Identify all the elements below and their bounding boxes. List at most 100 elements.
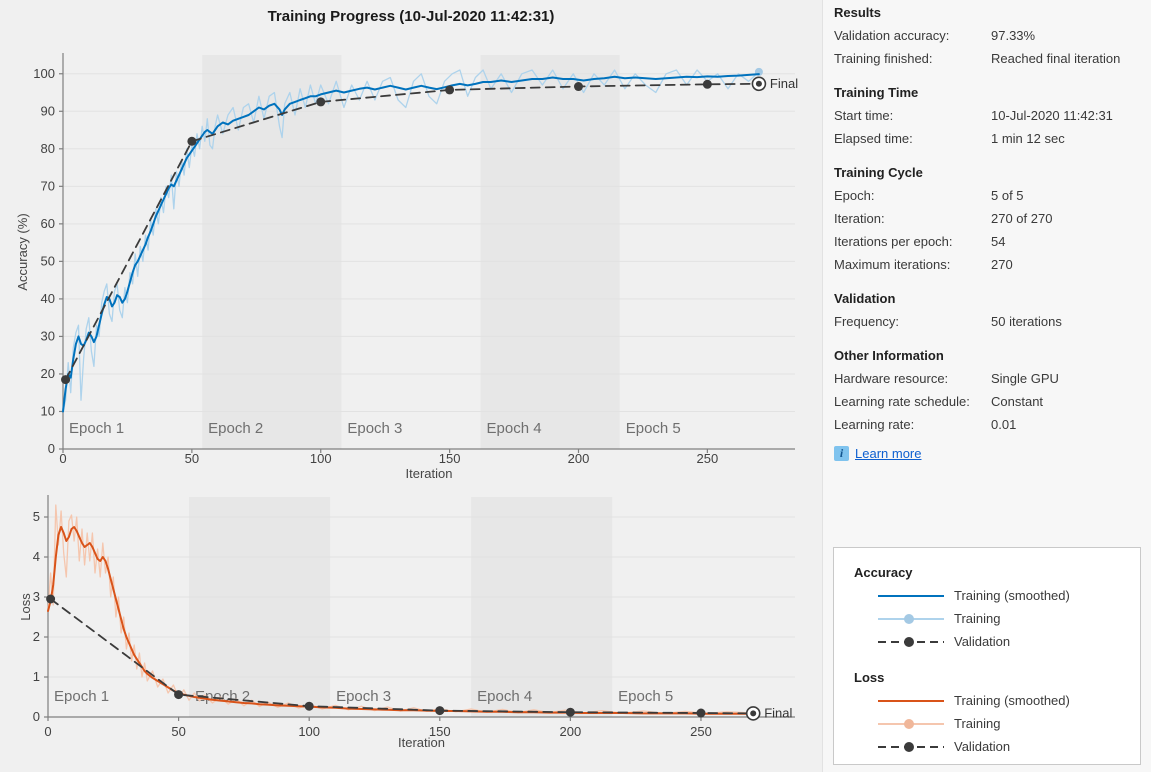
info-label: Learning rate:: [834, 417, 915, 432]
y-tick-label: 40: [41, 291, 55, 306]
x-tick-label: 0: [44, 724, 51, 739]
accuracy-chart: Epoch 1 Epoch 2 Epoch 3 Epoch 4 Epoch 5 0 50 10…: [15, 53, 798, 481]
y-axis-label: Accuracy (%): [15, 213, 30, 290]
section-title: Other Information: [834, 348, 944, 363]
y-tick-label: 30: [41, 328, 55, 343]
info-label: Start time:: [834, 108, 894, 123]
info-value: 50 iterations: [991, 314, 1062, 329]
info-value: 5 of 5: [991, 188, 1024, 203]
y-tick-label: 1: [33, 669, 40, 684]
series-training-smoothed-: [47, 526, 755, 715]
series-training: [47, 504, 754, 715]
x-tick-label: 50: [185, 451, 199, 466]
x-tick-label: 250: [697, 451, 719, 466]
x-tick-label: 200: [560, 724, 582, 739]
legend-group-title: Loss: [854, 670, 885, 685]
info-row: Learning rate: 0.01: [834, 413, 1151, 436]
info-label: Training finished:: [834, 51, 933, 66]
y-tick-label: 100: [33, 66, 55, 81]
info-label: Validation accuracy:: [834, 28, 950, 43]
info-value: 97.33%: [991, 28, 1036, 43]
epoch-label: Epoch 3: [336, 688, 391, 705]
legend-line-sample: [878, 594, 944, 597]
legend-entry: Validation: [876, 630, 1140, 653]
y-tick-label: 0: [33, 709, 40, 724]
legend-entry: Training (smoothed): [876, 689, 1140, 712]
info-label: Iterations per epoch:: [834, 234, 953, 249]
info-value: 270: [991, 257, 1013, 272]
x-axis-label: Iteration: [398, 735, 445, 750]
section-title: Training Cycle: [834, 165, 923, 180]
y-tick-label: 3: [33, 589, 40, 604]
final-label: Final: [770, 76, 798, 91]
info-value: Reached final iteration: [991, 51, 1121, 66]
legend-entry: Training: [876, 712, 1140, 735]
info-row: Iterations per epoch: 54: [834, 230, 1151, 253]
legend-entry: Validation: [876, 735, 1140, 758]
legend-group-title: Accuracy: [854, 565, 913, 580]
info-label: Frequency:: [834, 314, 900, 329]
x-tick-label: 100: [298, 724, 320, 739]
section-title: Results: [834, 5, 881, 20]
y-tick-label: 70: [41, 178, 55, 193]
info-row: Elapsed time: 1 min 12 sec: [834, 127, 1151, 150]
legend-entry-label: Training: [954, 611, 1001, 626]
y-tick-label: 4: [33, 549, 40, 564]
x-tick-label: 200: [568, 451, 590, 466]
epoch-label: Epoch 2: [208, 420, 263, 437]
epoch-label: Epoch 5: [618, 688, 673, 705]
x-tick-label: 100: [310, 451, 332, 466]
legend-entry-label: Validation: [954, 634, 1011, 649]
legend-entry-label: Validation: [954, 739, 1011, 754]
final-label: Final: [764, 705, 792, 720]
legend-line-sample: [878, 636, 944, 647]
info-label: Maximum iterations:: [834, 257, 951, 272]
series-training-smoothed-: [62, 73, 760, 413]
info-row: Learning rate schedule: Constant: [834, 390, 1151, 413]
legend-entry-label: Training (smoothed): [954, 693, 1070, 708]
y-axis-label: Loss: [18, 593, 33, 621]
info-row: Start time: 10-Jul-2020 11:42:31: [834, 104, 1151, 127]
info-value: 0.01: [991, 417, 1017, 432]
epoch-label: Epoch 4: [487, 420, 542, 437]
info-row: Maximum iterations: 270: [834, 253, 1151, 276]
info-label: Learning rate schedule:: [834, 394, 970, 409]
legend-line-sample: [878, 613, 944, 624]
y-tick-label: 90: [41, 103, 55, 118]
info-row: Epoch: 5 of 5: [834, 184, 1151, 207]
x-tick-label: 0: [59, 451, 66, 466]
series-training: [62, 69, 760, 413]
x-tick-label: 150: [429, 724, 451, 739]
info-value: 270 of 270: [991, 211, 1053, 226]
x-tick-label: 50: [171, 724, 185, 739]
epoch-label: Epoch 1: [54, 688, 109, 705]
info-label: Epoch:: [834, 188, 875, 203]
epoch-label: Epoch 2: [195, 688, 250, 705]
learn-more-row: i Learn more: [834, 446, 1151, 461]
series-validation: [64, 82, 760, 381]
epoch-label: Epoch 1: [69, 420, 124, 437]
section-title: Validation: [834, 291, 896, 306]
info-value: 54: [991, 234, 1006, 249]
epoch-label: Epoch 4: [477, 688, 532, 705]
info-value: Single GPU: [991, 371, 1059, 386]
info-label: Hardware resource:: [834, 371, 949, 386]
info-label: Iteration:: [834, 211, 885, 226]
y-tick-label: 80: [41, 141, 55, 156]
x-axis-label: Iteration: [406, 466, 453, 481]
y-tick-label: 2: [33, 629, 40, 644]
learn-more-link[interactable]: Learn more: [855, 446, 922, 461]
info-label: Elapsed time:: [834, 131, 913, 146]
legend-line-sample: [878, 699, 944, 702]
legend-line-sample: [878, 741, 944, 752]
legend-line-sample: [878, 718, 944, 729]
y-tick-label: 60: [41, 216, 55, 231]
info-value: Constant: [991, 394, 1044, 409]
info-value: 1 min 12 sec: [991, 131, 1065, 146]
epoch-label: Epoch 3: [347, 420, 402, 437]
y-tick-label: 10: [41, 403, 55, 418]
legend-entry: Training (smoothed): [876, 584, 1140, 607]
info-value: 10-Jul-2020 11:42:31: [991, 108, 1113, 123]
loss-chart: Epoch 1 Epoch 2 Epoch 3 Epoch 4 Epoch 50 50 10…: [18, 495, 795, 750]
